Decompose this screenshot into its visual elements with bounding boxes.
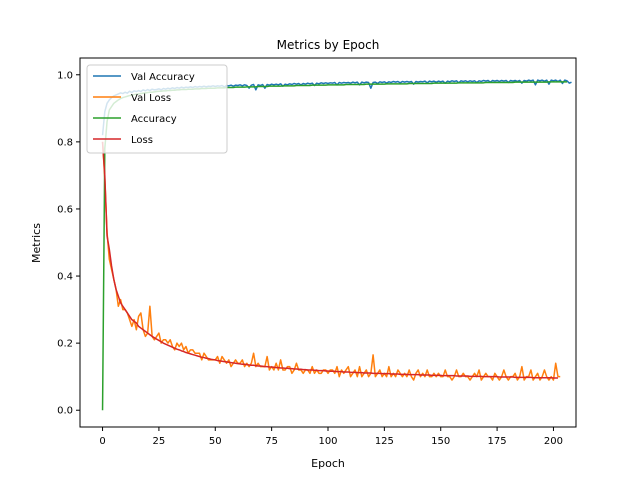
legend-label: Val Loss — [131, 93, 171, 104]
y-tick-label: 0.4 — [57, 272, 73, 283]
x-tick-label: 150 — [431, 436, 450, 447]
legend-label: Accuracy — [131, 114, 177, 125]
x-tick-label: 75 — [265, 436, 278, 447]
series-line-loss — [101, 141, 558, 379]
x-tick-label: 175 — [488, 436, 507, 447]
legend: Val Accuracy Val Loss Accuracy Loss — [86, 64, 228, 154]
x-axis: 0 25 50 75 100 125 150 175 200 — [99, 427, 563, 447]
x-tick-label: 25 — [153, 436, 166, 447]
y-axis-label: Metrics — [30, 223, 43, 263]
y-tick-label: 1.0 — [57, 70, 73, 81]
y-tick-label: 0.6 — [57, 204, 73, 215]
x-tick-label: 100 — [318, 436, 337, 447]
legend-box — [86, 64, 228, 154]
y-tick-label: 0.8 — [57, 137, 73, 148]
x-tick-label: 0 — [99, 436, 105, 447]
x-tick-label: 125 — [375, 436, 394, 447]
y-tick-label: 0.2 — [57, 339, 73, 350]
legend-label: Loss — [131, 135, 153, 146]
legend-label: Val Accuracy — [131, 72, 195, 83]
x-axis-label: Epoch — [311, 457, 345, 470]
y-tick-label: 0.0 — [57, 406, 73, 417]
chart-title: Metrics by Epoch — [277, 38, 380, 52]
x-tick-label: 200 — [544, 436, 563, 447]
x-tick-label: 50 — [209, 436, 222, 447]
y-axis: 0.0 0.2 0.4 0.6 0.8 1.0 — [57, 70, 80, 417]
